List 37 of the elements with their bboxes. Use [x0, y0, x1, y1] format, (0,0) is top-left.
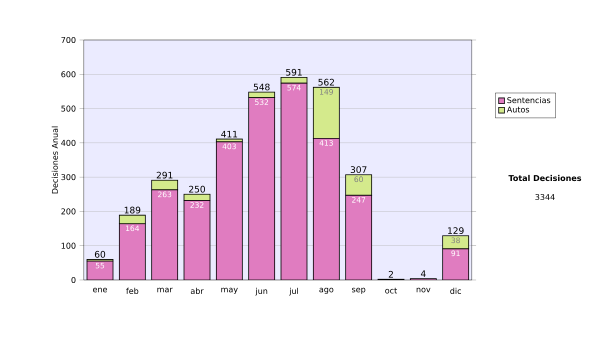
x-tick-label: sep [352, 288, 366, 294]
legend-label: Sentencias [507, 97, 550, 104]
x-tick-label: oct [385, 288, 398, 294]
x-tick-label: jul [289, 288, 298, 296]
total-label: 60 [94, 250, 106, 258]
y-tick-label: 0 [71, 276, 76, 284]
y-axis-title: Decisiones Anual [52, 126, 58, 194]
total-label: 548 [254, 84, 270, 90]
total-label: 307 [350, 166, 366, 174]
total-label: 591 [286, 68, 302, 76]
total-label: 4 [420, 270, 426, 277]
total-label: 250 [189, 186, 205, 193]
x-tick-label: dic [450, 288, 462, 294]
y-tick-label: 500 [61, 106, 76, 112]
total-label: 189 [124, 206, 140, 214]
y-tick-label: 300 [61, 174, 76, 180]
y-tick-label: 700 [61, 36, 76, 44]
x-tick-label: ago [319, 288, 334, 294]
x-tick-label: jun [255, 288, 268, 296]
text: Total Decisiones [508, 174, 582, 182]
y-tick-label: 100 [62, 242, 76, 249]
x-tick-label: abr [190, 288, 204, 294]
y-tick-label: 600 [61, 71, 76, 78]
total-label: 2 [388, 270, 393, 278]
x-tick-label: feb [126, 288, 138, 294]
x-tick-label: nov [416, 288, 430, 292]
x-tick-label: ene [92, 288, 108, 292]
y-tick-label: 400 [61, 140, 76, 146]
total-label: 562 [318, 78, 334, 86]
x-tick-label: mar [157, 288, 173, 292]
text: 3344 [535, 194, 555, 200]
total-label: 411 [221, 130, 238, 138]
legend-label: Autos [506, 106, 530, 113]
x-tick-label: may [221, 288, 238, 294]
total-label: 291 [156, 172, 172, 179]
y-tick-label: 200 [61, 208, 76, 214]
total-label: 129 [448, 227, 464, 234]
